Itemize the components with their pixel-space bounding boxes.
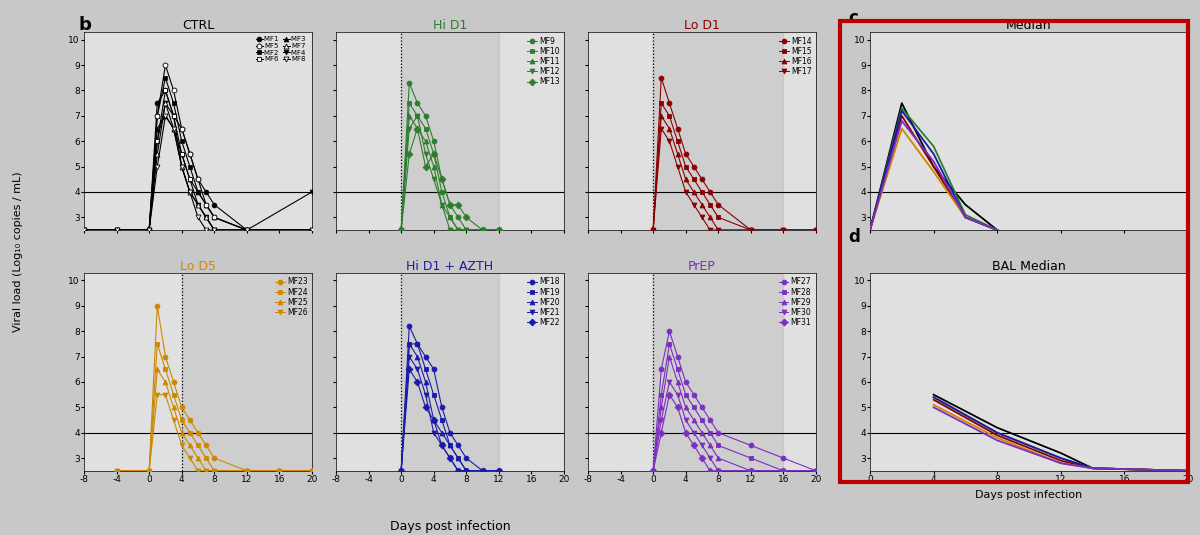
Bar bbox=[653, 273, 784, 471]
Title: Lo D1: Lo D1 bbox=[684, 19, 720, 32]
Bar bbox=[401, 32, 499, 230]
Legend: MF18, MF19, MF20, MF21, MF22: MF18, MF19, MF20, MF21, MF22 bbox=[527, 277, 560, 328]
Title: PrEP: PrEP bbox=[688, 260, 716, 273]
Text: c: c bbox=[848, 9, 858, 27]
Text: Viral load (Log₁₀ copies / mL): Viral load (Log₁₀ copies / mL) bbox=[13, 171, 23, 332]
Bar bbox=[401, 273, 499, 471]
Legend: MF9, MF10, MF11, MF12, MF13: MF9, MF10, MF11, MF12, MF13 bbox=[527, 36, 560, 87]
Title: Hi D1: Hi D1 bbox=[433, 19, 467, 32]
Bar bbox=[653, 32, 784, 230]
Title: Median: Median bbox=[1006, 19, 1052, 32]
Legend: MF14, MF15, MF16, MF17: MF14, MF15, MF16, MF17 bbox=[779, 36, 812, 77]
Text: Days post infection: Days post infection bbox=[390, 519, 510, 533]
Legend: MF1 , MF5, MF2 , MF6, MF3 , MF7, MF4 , MF8: MF1 , MF5, MF2 , MF6, MF3 , MF7, MF4 , M… bbox=[254, 35, 308, 63]
Title: CTRL: CTRL bbox=[182, 19, 214, 32]
X-axis label: Days post infection: Days post infection bbox=[976, 490, 1082, 500]
Text: d: d bbox=[848, 228, 860, 246]
Bar bbox=[181, 273, 312, 471]
Legend: MF27, MF28, MF29, MF30, MF31: MF27, MF28, MF29, MF30, MF31 bbox=[779, 277, 812, 328]
Title: Lo D5: Lo D5 bbox=[180, 260, 216, 273]
Legend: MF23, MF24, MF25, MF26: MF23, MF24, MF25, MF26 bbox=[275, 277, 308, 318]
Text: b: b bbox=[78, 16, 91, 34]
Title: Hi D1 + AZTH: Hi D1 + AZTH bbox=[407, 260, 493, 273]
Title: BAL Median: BAL Median bbox=[992, 260, 1066, 273]
